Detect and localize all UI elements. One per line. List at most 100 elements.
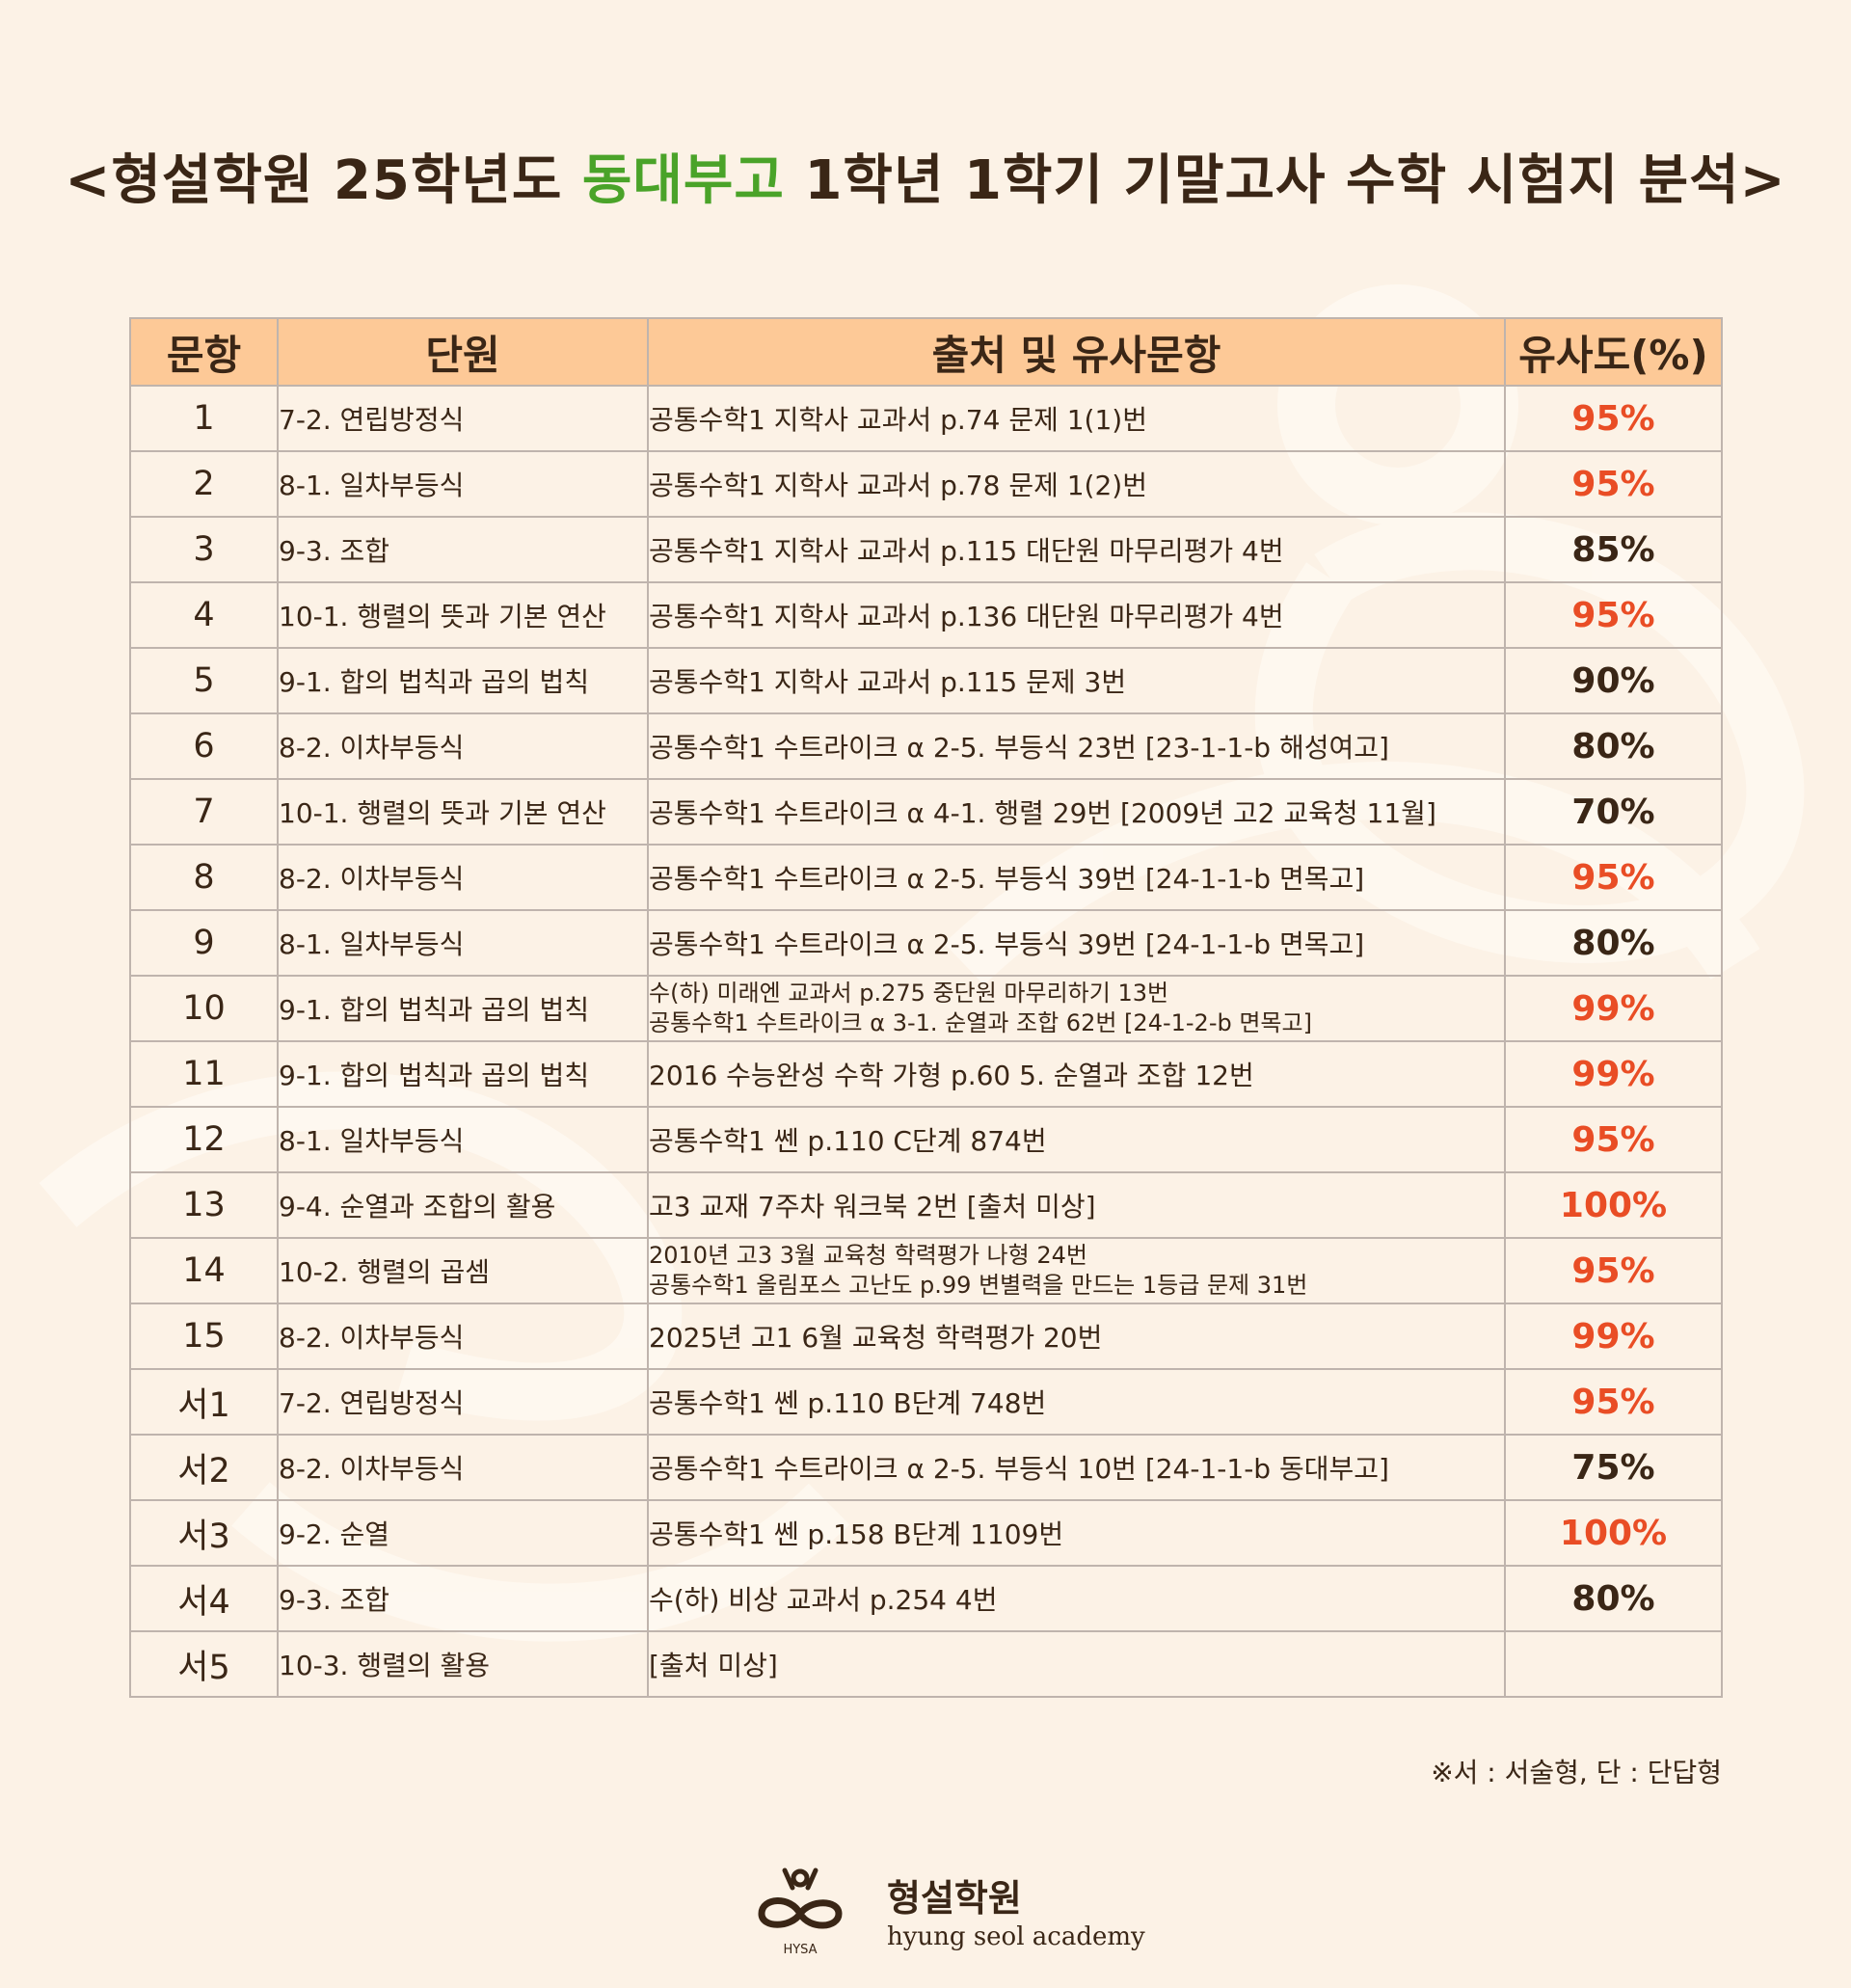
question-number: 9 (129, 909, 279, 977)
table-body: 1 7-2. 연립방정식 공통수학1 지학사 교과서 p.74 문제 1(1)번 95… (129, 385, 1723, 1698)
source-cell: 공통수학1 쎈 p.110 C단계 874번 (647, 1106, 1506, 1173)
table-row: 1 7-2. 연립방정식 공통수학1 지학사 교과서 p.74 문제 1(1)번 95… (129, 385, 1723, 452)
logo-ring-text: HYSA (783, 1943, 817, 1957)
unit-cell: 7-2. 연립방정식 (277, 385, 649, 452)
question-number: 12 (129, 1106, 279, 1173)
unit-cell: 10-1. 행렬의 뜻과 기본 연산 (277, 581, 649, 649)
similarity-cell: 95% (1504, 1106, 1723, 1173)
question-number: 서2 (129, 1434, 279, 1501)
source-line: 공통수학1 수트라이크 α 2-5. 부등식 10번 [24-1-1-b 동대부… (649, 1453, 1389, 1485)
similarity-cell: 95% (1504, 450, 1723, 518)
header-source: 출처 및 유사문항 (647, 317, 1506, 387)
unit-cell: 8-1. 일차부등식 (277, 1106, 649, 1173)
similarity-cell: 100% (1504, 1499, 1723, 1567)
question-number: 5 (129, 647, 279, 714)
table-row: 12 8-1. 일차부등식 공통수학1 쎈 p.110 C단계 874번 95% (129, 1106, 1723, 1173)
similarity-cell (1504, 1630, 1723, 1698)
similarity-cell: 95% (1504, 1368, 1723, 1436)
source-cell: 고3 교재 7주차 워크북 2번 [출처 미상] (647, 1171, 1506, 1239)
similarity-cell: 75% (1504, 1434, 1723, 1501)
similarity-cell: 100% (1504, 1171, 1723, 1239)
unit-cell: 7-2. 연립방정식 (277, 1368, 649, 1436)
unit-cell: 9-1. 합의 법칙과 곱의 법칙 (277, 1040, 649, 1108)
source-line: 공통수학1 지학사 교과서 p.115 문제 3번 (649, 666, 1127, 698)
question-number: 14 (129, 1237, 279, 1304)
unit-cell: 9-1. 합의 법칙과 곱의 법칙 (277, 647, 649, 714)
source-cell: 공통수학1 수트라이크 α 2-5. 부등식 39번 [24-1-1-b 면목고… (647, 909, 1506, 977)
table-row: 서5 10-3. 행렬의 활용 [출처 미상] (129, 1630, 1723, 1698)
source-line: 공통수학1 쎈 p.158 B단계 1109번 (649, 1518, 1064, 1550)
similarity-cell: 80% (1504, 712, 1723, 780)
header-question: 문항 (129, 317, 279, 387)
unit-cell: 9-2. 순열 (277, 1499, 649, 1567)
question-number: 13 (129, 1171, 279, 1239)
question-number: 8 (129, 844, 279, 911)
source-line: 공통수학1 지학사 교과서 p.136 대단원 마무리평가 4번 (649, 601, 1284, 632)
question-number: 서1 (129, 1368, 279, 1436)
table-row: 7 10-1. 행렬의 뜻과 기본 연산 공통수학1 수트라이크 α 4-1. 행렬… (129, 778, 1723, 846)
unit-cell: 8-2. 이차부등식 (277, 712, 649, 780)
unit-cell: 9-1. 합의 법칙과 곱의 법칙 (277, 975, 649, 1042)
table-row: 5 9-1. 합의 법칙과 곱의 법칙 공통수학1 지학사 교과서 p.115 문제… (129, 647, 1723, 714)
source-line: 공통수학1 수트라이크 α 2-5. 부등식 23번 [23-1-1-b 해성여… (649, 732, 1389, 764)
header-unit: 단원 (277, 317, 649, 387)
similarity-cell: 70% (1504, 778, 1723, 846)
table-row: 11 9-1. 합의 법칙과 곱의 법칙 2016 수능완성 수학 가형 p.60 … (129, 1040, 1723, 1108)
source-line: 공통수학1 쎈 p.110 B단계 748번 (649, 1387, 1047, 1419)
table-row: 13 9-4. 순열과 조합의 활용 고3 교재 7주차 워크북 2번 [출처 미상… (129, 1171, 1723, 1239)
similarity-cell: 95% (1504, 844, 1723, 911)
similarity-cell: 80% (1504, 1565, 1723, 1632)
unit-cell: 8-2. 이차부등식 (277, 844, 649, 911)
question-number: 10 (129, 975, 279, 1042)
source-cell: 공통수학1 수트라이크 α 4-1. 행렬 29번 [2009년 고2 교육청 … (647, 778, 1506, 846)
unit-cell: 8-2. 이차부등식 (277, 1303, 649, 1370)
source-cell: 공통수학1 수트라이크 α 2-5. 부등식 39번 [24-1-1-b 면목고… (647, 844, 1506, 911)
source-line: 수(하) 미래엔 교과서 p.275 중단원 마무리하기 13번 (649, 980, 1169, 1007)
source-line: 공통수학1 수트라이크 α 2-5. 부등식 39번 [24-1-1-b 면목고… (649, 863, 1365, 895)
unit-cell: 8-2. 이차부등식 (277, 1434, 649, 1501)
title-prefix: <형설학원 25학년도 (65, 149, 582, 212)
question-number: 15 (129, 1303, 279, 1370)
unit-cell: 9-3. 조합 (277, 1565, 649, 1632)
similarity-cell: 85% (1504, 516, 1723, 583)
unit-cell: 8-1. 일차부등식 (277, 909, 649, 977)
question-number: 6 (129, 712, 279, 780)
table-row: 4 10-1. 행렬의 뜻과 기본 연산 공통수학1 지학사 교과서 p.136 대… (129, 581, 1723, 649)
similarity-cell: 95% (1504, 1237, 1723, 1304)
source-line: 2016 수능완성 수학 가형 p.60 5. 순열과 조합 12번 (649, 1060, 1254, 1091)
table-row: 14 10-2. 행렬의 곱셈 2010년 고3 3월 교육청 학력평가 나형 24… (129, 1237, 1723, 1304)
source-cell: 2010년 고3 3월 교육청 학력평가 나형 24번 공통수학1 올림포스 고난… (647, 1237, 1506, 1304)
question-number: 서5 (129, 1630, 279, 1698)
table-row: 서1 7-2. 연립방정식 공통수학1 쎈 p.110 B단계 748번 95% (129, 1368, 1723, 1436)
hyung-seol-logo-icon: HYSA (758, 1867, 843, 1957)
similarity-cell: 99% (1504, 1040, 1723, 1108)
unit-cell: 10-2. 행렬의 곱셈 (277, 1237, 649, 1304)
source-line: 공통수학1 수트라이크 α 2-5. 부등식 39번 [24-1-1-b 면목고… (649, 928, 1365, 960)
logo-name-korean: 형설학원 (887, 1876, 1022, 1920)
question-number: 서4 (129, 1565, 279, 1632)
table-row: 9 8-1. 일차부등식 공통수학1 수트라이크 α 2-5. 부등식 39번 [2… (129, 909, 1723, 977)
similarity-cell: 99% (1504, 975, 1723, 1042)
footnote: ※서 : 서술형, 단 : 단답형 (1431, 1757, 1722, 1788)
source-cell: 공통수학1 지학사 교과서 p.136 대단원 마무리평가 4번 (647, 581, 1506, 649)
table-row: 3 9-3. 조합 공통수학1 지학사 교과서 p.115 대단원 마무리평가 4번… (129, 516, 1723, 583)
source-cell: 2016 수능완성 수학 가형 p.60 5. 순열과 조합 12번 (647, 1040, 1506, 1108)
unit-cell: 9-3. 조합 (277, 516, 649, 583)
source-cell: 공통수학1 지학사 교과서 p.78 문제 1(2)번 (647, 450, 1506, 518)
question-number: 1 (129, 385, 279, 452)
similarity-cell: 90% (1504, 647, 1723, 714)
question-number: 2 (129, 450, 279, 518)
table-row: 8 8-2. 이차부등식 공통수학1 수트라이크 α 2-5. 부등식 39번 [2… (129, 844, 1723, 911)
source-cell: 공통수학1 지학사 교과서 p.74 문제 1(1)번 (647, 385, 1506, 452)
header-similarity: 유사도(%) (1504, 317, 1723, 387)
table-header-row: 문항 단원 출처 및 유사문항 유사도(%) (129, 317, 1723, 387)
question-number: 3 (129, 516, 279, 583)
table-row: 15 8-2. 이차부등식 2025년 고1 6월 교육청 학력평가 20번 99% (129, 1303, 1723, 1370)
table-row: 서3 9-2. 순열 공통수학1 쎈 p.158 B단계 1109번 100% (129, 1499, 1723, 1567)
source-line: 공통수학1 수트라이크 α 3-1. 순열과 조합 62번 [24-1-2-b … (649, 1009, 1312, 1036)
question-number: 4 (129, 581, 279, 649)
title-suffix: 1학년 1학기 기말고사 수학 시험지 분석> (784, 149, 1786, 212)
source-line: 공통수학1 쎈 p.110 C단계 874번 (649, 1125, 1047, 1157)
source-cell: 공통수학1 지학사 교과서 p.115 문제 3번 (647, 647, 1506, 714)
unit-cell: 8-1. 일차부등식 (277, 450, 649, 518)
